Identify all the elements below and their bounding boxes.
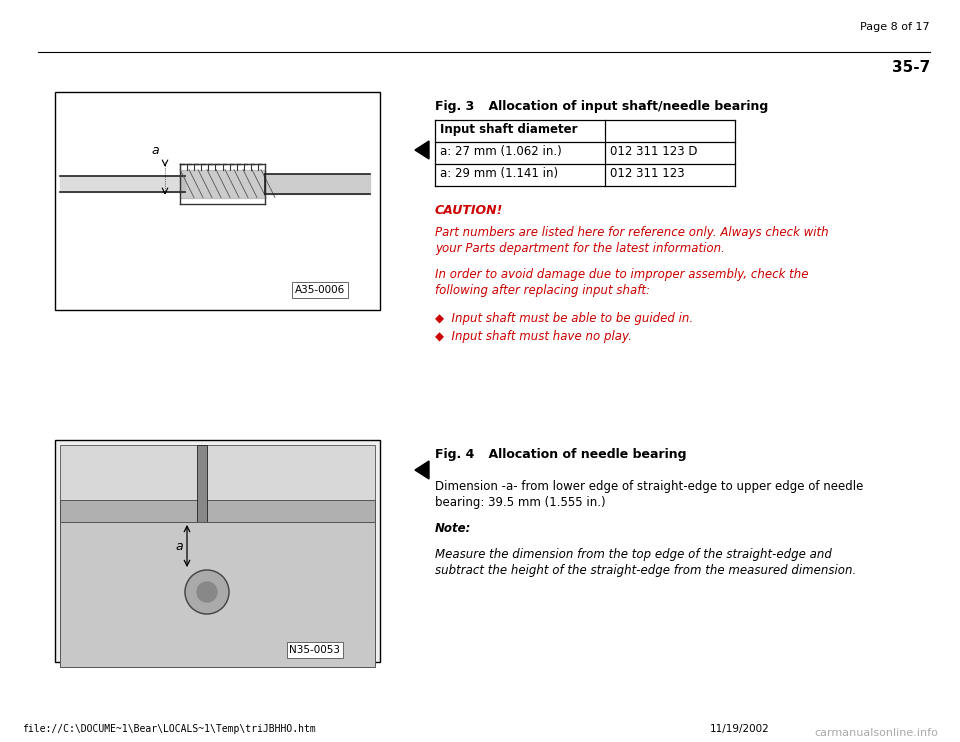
Text: 012 311 123: 012 311 123 — [610, 167, 684, 180]
Circle shape — [185, 570, 229, 614]
Text: following after replacing input shaft:: following after replacing input shaft: — [435, 284, 650, 297]
Bar — [60, 445, 375, 642]
Text: a: a — [175, 539, 182, 553]
Polygon shape — [415, 141, 429, 159]
Text: a: 29 mm (1.141 in): a: 29 mm (1.141 in) — [440, 167, 558, 180]
Text: carmanualsonline.info: carmanualsonline.info — [814, 728, 938, 738]
Text: subtract the height of the straight-edge from the measured dimension.: subtract the height of the straight-edge… — [435, 564, 856, 577]
Text: file://C:\DOCUME~1\Bear\LOCALS~1\Temp\triJBHHO.htm: file://C:\DOCUME~1\Bear\LOCALS~1\Temp\tr… — [22, 724, 316, 734]
Text: CAUTION!: CAUTION! — [435, 204, 503, 217]
Text: Fig. 3: Fig. 3 — [435, 100, 474, 113]
Text: ◆  Input shaft must be able to be guided in.: ◆ Input shaft must be able to be guided … — [435, 312, 693, 325]
Text: a: 27 mm (1.062 in.): a: 27 mm (1.062 in.) — [440, 145, 562, 158]
Text: bearing: 39.5 mm (1.555 in.): bearing: 39.5 mm (1.555 in.) — [435, 496, 606, 509]
Text: In order to avoid damage due to improper assembly, check the: In order to avoid damage due to improper… — [435, 268, 808, 281]
Text: 11/19/2002: 11/19/2002 — [710, 724, 770, 734]
Bar — [197, 445, 207, 639]
Text: 35-7: 35-7 — [892, 60, 930, 75]
Text: Page 8 of 17: Page 8 of 17 — [860, 22, 930, 32]
Bar — [55, 440, 380, 662]
Text: Dimension -a- from lower edge of straight-edge to upper edge of needle: Dimension -a- from lower edge of straigh… — [435, 480, 863, 493]
Text: Input shaft diameter: Input shaft diameter — [440, 123, 578, 136]
Text: 012 311 123 D: 012 311 123 D — [610, 145, 698, 158]
Text: N35-0053: N35-0053 — [290, 645, 341, 655]
Text: Note:: Note: — [435, 522, 471, 535]
Text: your Parts department for the latest information.: your Parts department for the latest inf… — [435, 242, 725, 255]
Text: Fig. 4: Fig. 4 — [435, 448, 474, 461]
Text: Part numbers are listed here for reference only. Always check with: Part numbers are listed here for referen… — [435, 226, 828, 239]
Text: ◆  Input shaft must have no play.: ◆ Input shaft must have no play. — [435, 330, 632, 343]
Circle shape — [197, 582, 217, 602]
Text: Measure the dimension from the top edge of the straight-edge and: Measure the dimension from the top edge … — [435, 548, 832, 561]
Text: A35-0006: A35-0006 — [295, 285, 346, 295]
Bar — [60, 500, 375, 522]
Bar — [60, 522, 375, 667]
Text: Allocation of input shaft/needle bearing: Allocation of input shaft/needle bearing — [471, 100, 768, 113]
Text: a: a — [151, 143, 158, 157]
Polygon shape — [415, 461, 429, 479]
Bar — [55, 92, 380, 310]
Text: Allocation of needle bearing: Allocation of needle bearing — [471, 448, 686, 461]
